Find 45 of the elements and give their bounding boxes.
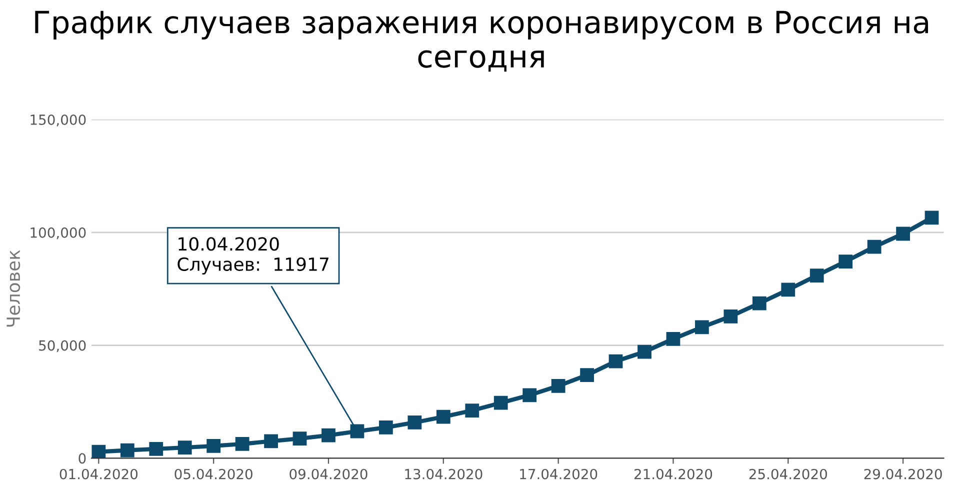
point xyxy=(896,226,910,241)
point xyxy=(638,344,652,359)
y-tick-label: 0 xyxy=(78,453,86,464)
point xyxy=(350,424,364,438)
point xyxy=(264,434,278,448)
y-axis-title: Человек xyxy=(6,250,20,327)
point xyxy=(436,410,450,424)
point xyxy=(465,404,480,418)
x-tick-label: 05.04.2020 xyxy=(174,468,252,480)
point xyxy=(120,443,134,458)
y-tick-label: 150,000 xyxy=(30,114,86,126)
x-tick-label: 09.04.2020 xyxy=(290,468,368,480)
point xyxy=(522,388,537,402)
point xyxy=(322,428,336,442)
point xyxy=(92,444,106,458)
point xyxy=(838,254,853,268)
point xyxy=(379,420,393,434)
point xyxy=(666,332,680,346)
x-tick-label: 01.04.2020 xyxy=(60,468,138,480)
point xyxy=(580,368,594,382)
point xyxy=(178,440,192,454)
x-tick-label: 17.04.2020 xyxy=(520,468,598,480)
y-tick-label: 50,000 xyxy=(39,340,86,352)
chart-title: График случаев заражения коронавирусом в Россия на сегодня xyxy=(35,10,928,72)
x-tick-label: 21.04.2020 xyxy=(634,468,712,480)
x-tick-label: 13.04.2020 xyxy=(405,468,482,480)
x-tick-label: 25.04.2020 xyxy=(749,468,827,480)
point xyxy=(551,378,566,393)
annotation: 10.04.2020 Случаев: 11917 xyxy=(178,237,328,275)
point xyxy=(149,442,164,456)
point xyxy=(608,354,623,368)
x-tick-label: 29.04.2020 xyxy=(864,468,942,480)
point xyxy=(408,416,422,430)
y-tick-label: 100,000 xyxy=(30,227,86,240)
point xyxy=(206,439,221,453)
point xyxy=(494,396,508,410)
point xyxy=(235,436,250,451)
point xyxy=(924,210,939,225)
point xyxy=(781,282,796,297)
point xyxy=(867,240,882,254)
point xyxy=(810,268,824,282)
point xyxy=(292,432,307,446)
point xyxy=(724,309,738,324)
point xyxy=(695,320,709,334)
point xyxy=(752,296,766,310)
